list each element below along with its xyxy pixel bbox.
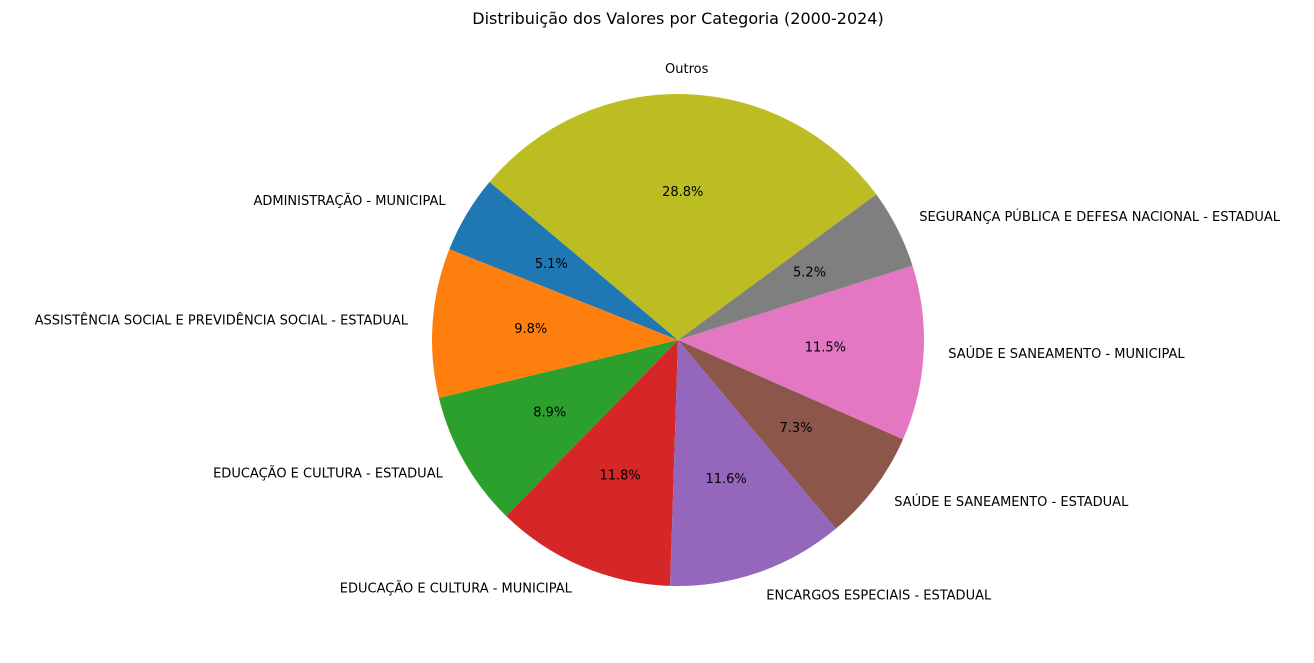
- pie-slice-administracao-municipal: [449, 181, 678, 340]
- pie-slice-saude-e-saneamento-municipal: [678, 265, 925, 440]
- pct-label-assistencia-social-e-previdencia-social-estadual: 9.8%: [514, 322, 547, 337]
- pie-slice-assistencia-social-e-previdencia-social-estadual: [432, 249, 678, 399]
- pct-label-outros: 28.8%: [662, 185, 703, 200]
- pct-label-saude-e-saneamento-estadual: 7.3%: [779, 421, 812, 436]
- pie-slice-educacao-e-cultura-estadual: [438, 340, 678, 517]
- pie-slice-outros: [489, 93, 877, 340]
- pct-label-educacao-e-cultura-municipal: 11.8%: [599, 468, 640, 483]
- category-label-saude-e-saneamento-municipal: SAÚDE E SANEAMENTO - MUNICIPAL: [948, 346, 1185, 362]
- category-label-educacao-e-cultura-estadual: EDUCAÇÃO E CULTURA - ESTADUAL: [213, 465, 443, 481]
- category-label-saude-e-saneamento-estadual: SAÚDE E SANEAMENTO - ESTADUAL: [894, 494, 1129, 510]
- pie-slice-encargos-especiais-estadual: [670, 340, 836, 586]
- percentage-labels: 5.1% 9.8% 8.9% 11.8% 11.6% 7.3% 11.5% 5.2% 28.8%: [514, 185, 846, 487]
- category-label-educacao-e-cultura-municipal: EDUCAÇÃO E CULTURA - MUNICIPAL: [340, 580, 573, 596]
- category-label-seguranca-publica-e-defesa-nacional-estadual: SEGURANÇA PÚBLICA E DEFESA NACIONAL - ES…: [919, 209, 1281, 225]
- pct-label-educacao-e-cultura-estadual: 8.9%: [533, 406, 566, 421]
- category-label-encargos-especiais-estadual: ENCARGOS ESPECIAIS - ESTADUAL: [766, 588, 992, 603]
- category-label-administracao-municipal: ADMINISTRAÇÃO - MUNICIPAL: [253, 193, 446, 209]
- pie-slices: [432, 93, 925, 586]
- pct-label-seguranca-publica-e-defesa-nacional-estadual: 5.2%: [793, 266, 826, 281]
- pct-label-encargos-especiais-estadual: 11.6%: [705, 472, 746, 487]
- pct-label-administracao-municipal: 5.1%: [535, 257, 568, 272]
- pie-slice-saude-e-saneamento-estadual: [678, 340, 904, 529]
- category-labels: ADMINISTRAÇÃO - MUNICIPAL ASSISTÊNCIA SOC…: [35, 62, 1281, 603]
- category-label-assistencia-social-e-previdencia-social-estadual: ASSISTÊNCIA SOCIAL E PREVIDÊNCIA SOCIAL …: [35, 313, 409, 329]
- pct-label-saude-e-saneamento-municipal: 11.5%: [805, 340, 846, 355]
- pie-slice-educacao-e-cultura-municipal: [506, 340, 678, 586]
- chart-title: Distribuição dos Valores por Categoria (…: [472, 9, 883, 28]
- category-label-outros: Outros: [665, 62, 709, 77]
- pie-slice-seguranca-publica-e-defesa-nacional-estadual: [678, 194, 913, 340]
